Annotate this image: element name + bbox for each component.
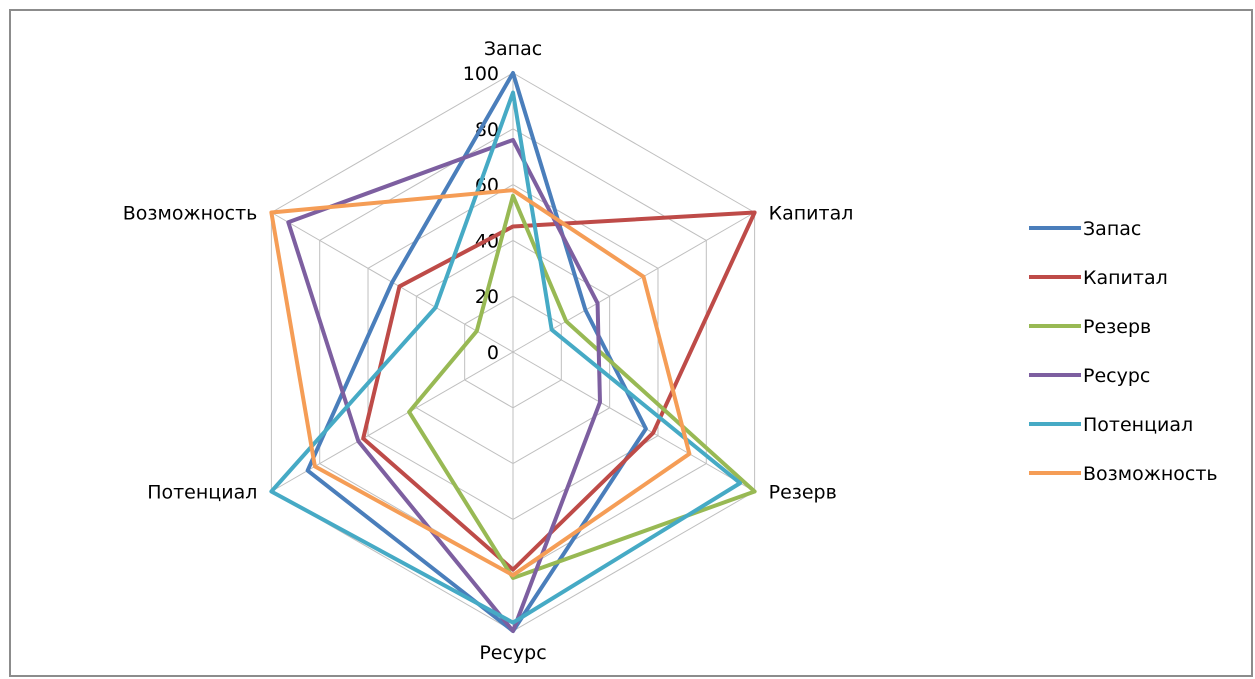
legend-label: Резерв [1083,316,1151,338]
grid-spoke [512,351,755,492]
category-label: Резерв [769,482,837,504]
legend-label: Возможность [1083,463,1218,485]
radial-tick-label: 0 [487,342,499,364]
radial-tick-label: 80 [475,119,499,141]
series-line [286,137,602,633]
radar-grid [270,72,756,632]
legend-label: Ресурс [1083,365,1150,387]
category-label: Ресурс [479,642,546,664]
radial-tick-label: 100 [463,63,499,85]
legend-label: Капитал [1083,267,1168,289]
grid-spoke [271,351,514,492]
chart-frame: 0 20 40 60 80 100 Запас Капитал Резерв Ресурс Пот… [9,9,1253,677]
legend-label: Потенциал [1083,414,1193,436]
legend-label: Запас [1083,218,1141,240]
series-line [361,210,757,572]
legend: Запас Капитал Резерв Ресурс Потенциал Возможн… [1029,218,1218,485]
series-line [269,90,743,625]
category-label: Капитал [769,203,854,225]
series-line [269,188,692,578]
radar-series [269,71,757,633]
category-label: Потенциал [147,482,257,504]
category-labels: Запас Капитал Резерв Ресурс Потенциал Возможн… [123,38,854,664]
category-label: Запас [484,38,542,60]
category-label: Возможность [123,203,258,225]
series-line [407,193,757,580]
